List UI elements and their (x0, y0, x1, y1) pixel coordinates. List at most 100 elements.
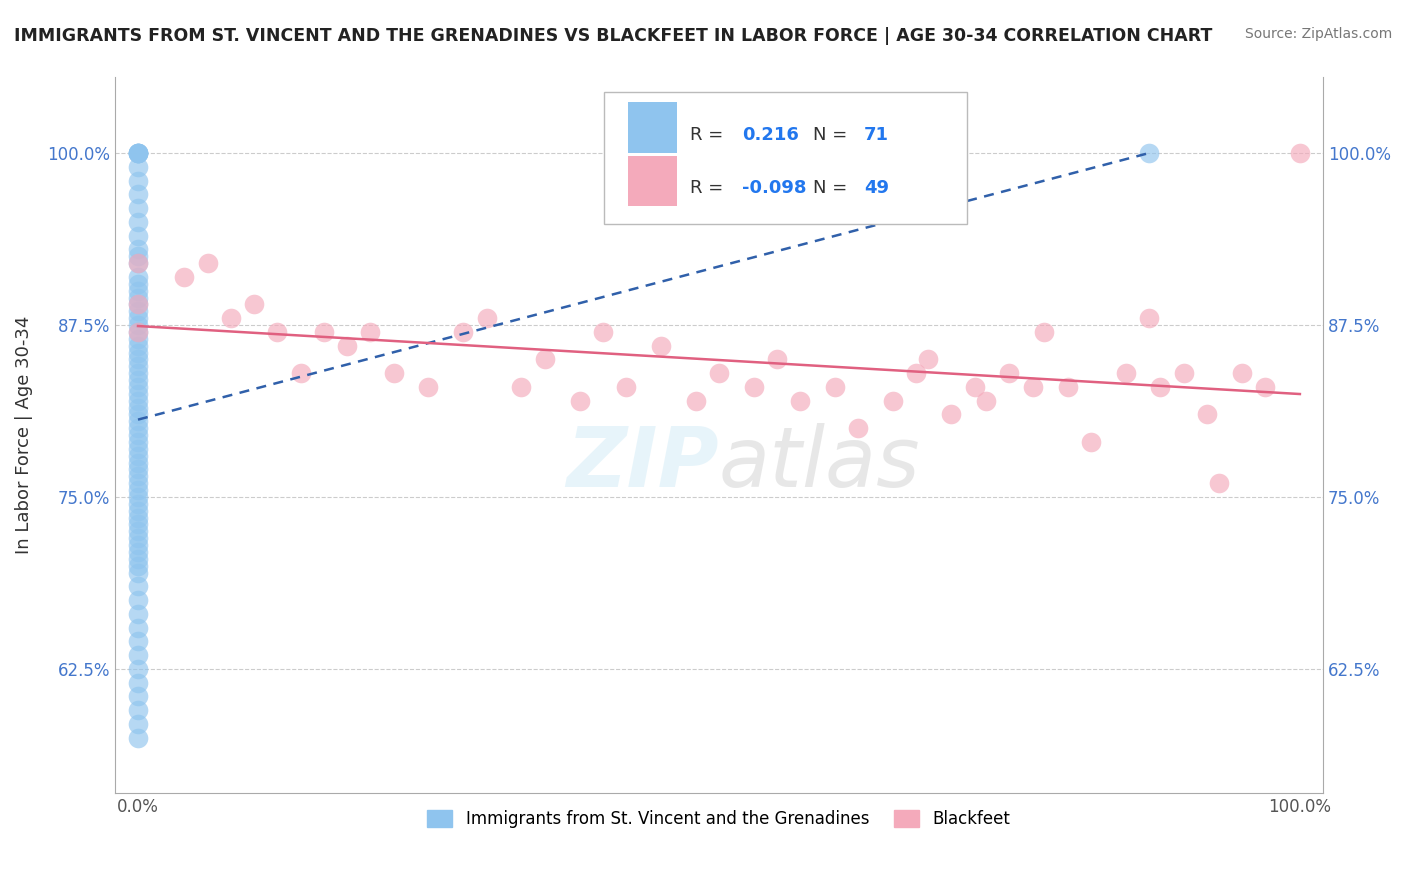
Point (127, 173, 149, 187)
Point (127, 469, 149, 483)
Point (127, 325, 149, 339)
Point (789, 393, 811, 408)
Point (312, 325, 335, 339)
Text: N =: N = (813, 179, 853, 197)
Point (127, 277, 149, 291)
Point (290, 366, 312, 380)
Point (127, 401, 149, 415)
Point (766, 352, 789, 367)
Text: atlas: atlas (718, 423, 921, 504)
Point (197, 256, 219, 270)
Point (127, 256, 149, 270)
Point (127, 146, 149, 161)
Point (127, 442, 149, 456)
Point (382, 366, 405, 380)
Point (1195, 408, 1218, 422)
Text: N =: N = (813, 126, 853, 144)
Point (127, 297, 149, 311)
Point (1056, 380, 1078, 394)
Point (127, 456, 149, 470)
Point (824, 380, 846, 394)
Point (127, 256, 149, 270)
Text: R =: R = (690, 179, 728, 197)
Point (1137, 311, 1160, 326)
Point (127, 517, 149, 532)
Point (336, 338, 359, 352)
Point (127, 531, 149, 545)
Point (1033, 325, 1056, 339)
Point (127, 462, 149, 476)
Point (127, 524, 149, 539)
Y-axis label: In Labor Force | Age 30-34: In Labor Force | Age 30-34 (15, 316, 32, 554)
Point (1021, 380, 1043, 394)
Point (127, 228, 149, 243)
Point (685, 393, 707, 408)
Point (941, 408, 963, 422)
Point (127, 187, 149, 202)
Point (127, 380, 149, 394)
Point (359, 325, 381, 339)
Point (614, 380, 637, 394)
Point (173, 269, 195, 284)
Point (127, 421, 149, 435)
Point (127, 593, 149, 607)
Point (127, 269, 149, 284)
Point (127, 215, 149, 229)
Point (127, 703, 149, 717)
Point (127, 311, 149, 326)
Point (127, 146, 149, 161)
Point (1173, 366, 1195, 380)
Point (127, 545, 149, 559)
Point (127, 249, 149, 263)
Point (127, 579, 149, 593)
Point (127, 504, 149, 518)
Text: 71: 71 (863, 126, 889, 144)
Point (127, 359, 149, 374)
Point (127, 345, 149, 359)
Point (882, 393, 904, 408)
Point (127, 318, 149, 332)
Point (127, 393, 149, 408)
Point (219, 311, 242, 326)
Point (127, 291, 149, 305)
Point (266, 325, 288, 339)
Point (917, 352, 939, 367)
Point (127, 160, 149, 174)
FancyBboxPatch shape (605, 92, 967, 224)
Point (127, 551, 149, 566)
Point (127, 449, 149, 463)
Point (127, 386, 149, 401)
Point (127, 408, 149, 422)
Point (127, 717, 149, 731)
Point (998, 366, 1021, 380)
Point (127, 146, 149, 161)
Point (127, 297, 149, 311)
FancyBboxPatch shape (628, 103, 676, 153)
Point (707, 366, 730, 380)
Point (127, 483, 149, 497)
Point (127, 476, 149, 491)
Point (533, 352, 555, 367)
Legend: Immigrants from St. Vincent and the Grenadines, Blackfeet: Immigrants from St. Vincent and the Gren… (420, 803, 1017, 834)
Point (127, 675, 149, 690)
Point (127, 146, 149, 161)
Point (127, 352, 149, 367)
Point (1080, 434, 1102, 449)
Point (127, 243, 149, 257)
Point (650, 338, 672, 352)
Point (127, 325, 149, 339)
Point (510, 380, 533, 394)
Point (243, 297, 266, 311)
Text: 0.216: 0.216 (742, 126, 799, 144)
Point (127, 731, 149, 745)
Point (127, 621, 149, 635)
Point (127, 490, 149, 504)
Point (127, 414, 149, 428)
Point (127, 538, 149, 552)
Text: Source: ZipAtlas.com: Source: ZipAtlas.com (1244, 27, 1392, 41)
Point (127, 558, 149, 573)
FancyBboxPatch shape (628, 156, 676, 206)
Point (905, 366, 928, 380)
Point (742, 380, 765, 394)
Point (127, 662, 149, 676)
